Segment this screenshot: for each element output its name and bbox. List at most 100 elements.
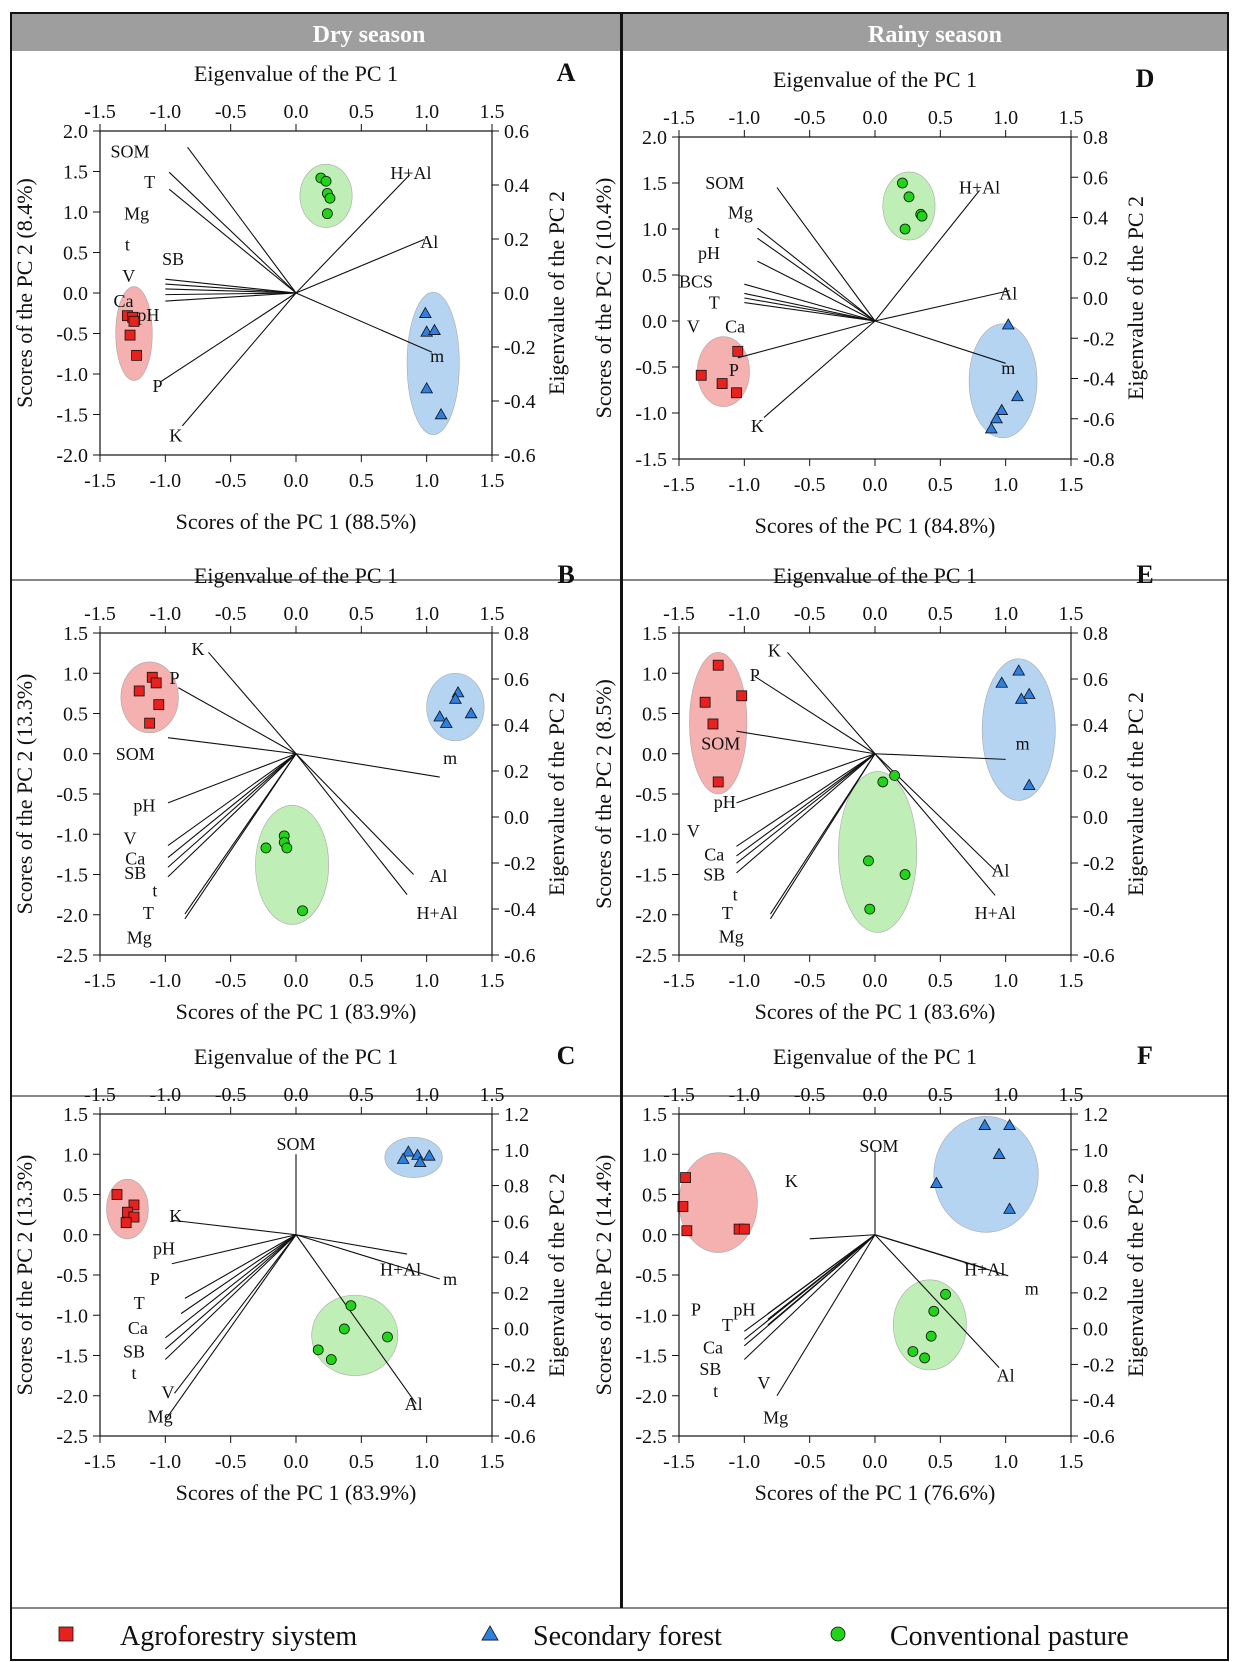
loading-vector (164, 1234, 297, 1421)
top-axis-label: Eigenvalue of the PC 1 (773, 563, 977, 588)
loading-vector (165, 292, 297, 302)
y-tick-label: 2.0 (63, 121, 88, 143)
y-tick-label: -1.0 (56, 824, 88, 846)
data-point-square (111, 1189, 123, 1200)
y-tick-label: 1.0 (642, 219, 667, 241)
loading-label: Al (420, 232, 438, 252)
y-tick-label: 1.0 (63, 663, 88, 685)
x-top-tick-label: 0.5 (349, 101, 374, 123)
loading-vector (736, 753, 876, 847)
data-point-circle (907, 1346, 919, 1357)
loading-vector (167, 753, 297, 878)
x-top-tick-label: -0.5 (215, 603, 247, 625)
y2-tick-label: 0.0 (1083, 1319, 1108, 1341)
x-top-tick-label: -1.5 (84, 1084, 116, 1106)
loading-vector (174, 1234, 297, 1394)
y-tick-label: -2.5 (635, 1426, 667, 1448)
y2-tick-label: 0.0 (504, 1319, 529, 1341)
data-point-square (150, 677, 162, 689)
x-tick-label: 1.5 (480, 1451, 505, 1473)
y-tick-label: 0.0 (642, 311, 667, 333)
loading-label: H+Al (959, 178, 1000, 198)
loading-label: SB (699, 1359, 721, 1379)
legend-symbol (830, 1626, 846, 1642)
loading-vector (744, 1234, 876, 1332)
x-top-tick-label: 1.5 (480, 1084, 505, 1106)
x-tick-label: 0.5 (349, 1451, 374, 1473)
x-top-tick-label: -0.5 (215, 101, 247, 123)
loading-vector (874, 320, 1006, 364)
data-point-square (731, 387, 742, 399)
data-point-circle (325, 1354, 337, 1365)
group-ellipse (426, 672, 485, 742)
data-point-circle (897, 177, 908, 189)
loading-vector (167, 753, 297, 868)
top-axis-label: Eigenvalue of the PC 1 (194, 563, 398, 588)
loading-label: SB (703, 865, 725, 885)
loading-label: P (691, 1300, 701, 1320)
data-point-circle (260, 842, 272, 854)
y-tick-label: 1.5 (63, 162, 88, 184)
loading-label: H+Al (964, 1259, 1005, 1279)
y2-tick-label: 0.6 (504, 1211, 529, 1233)
loading-vector (744, 292, 876, 322)
x-top-tick-label: -1.0 (728, 1084, 760, 1106)
y-tick-label: 1.5 (642, 1104, 667, 1126)
loading-vector (736, 753, 876, 874)
y-tick-label: 1.0 (642, 1144, 667, 1166)
data-point-triangle (1010, 389, 1024, 402)
data-point-square (128, 1211, 140, 1223)
x-tick-label: 0.0 (284, 1451, 309, 1473)
loading-vector (787, 651, 876, 755)
loading-vector (295, 1234, 408, 1255)
data-point-triangle (464, 706, 478, 719)
loading-label: pH (714, 792, 736, 812)
data-point-square (707, 718, 719, 730)
loading-vector (295, 1234, 440, 1280)
loading-vector (164, 1234, 297, 1360)
x-tick-label: -1.0 (728, 970, 760, 992)
loading-label: V (687, 317, 700, 337)
data-point-square (128, 315, 140, 327)
y2-tick-label: 0.2 (1083, 761, 1108, 783)
loading-label: Mg (763, 1407, 788, 1427)
loading-vector (874, 1234, 1000, 1368)
data-point-circle (312, 1344, 324, 1356)
loading-label: K (169, 1206, 182, 1226)
data-point-circle (877, 776, 889, 788)
y2-tick-label: -0.2 (1083, 853, 1115, 875)
x-top-tick-label: 0.0 (284, 101, 309, 123)
x-tick-label: -0.5 (794, 970, 826, 992)
y-tick-label: -2.0 (635, 1386, 667, 1408)
loading-label: K (751, 416, 764, 436)
legend-item-agroforestry: Agroforestry siystem (58, 1621, 357, 1652)
data-point-circle (281, 842, 293, 854)
data-point-circle (903, 191, 915, 203)
loading-label: m (430, 346, 444, 366)
data-point-triangle (448, 692, 462, 704)
legend-item-secondary-forest: Secondary forest (481, 1621, 722, 1652)
loading-label: Al (405, 1394, 423, 1414)
x-tick-label: 0.0 (863, 970, 888, 992)
loading-vector (874, 753, 1006, 760)
loading-vector (165, 278, 297, 294)
data-point-square (131, 349, 142, 361)
x-top-tick-label: -0.5 (794, 603, 826, 625)
x-tick-label: 0.0 (284, 470, 309, 492)
rainy-season-label: Rainy season (868, 22, 1002, 48)
loading-label: P (750, 665, 760, 685)
loading-label: T (134, 1293, 145, 1313)
x-top-tick-label: 0.5 (928, 1084, 953, 1106)
data-point-square (681, 1225, 693, 1237)
group-ellipse (838, 771, 918, 933)
legend-item-conventional-pasture: Conventional pasture (830, 1621, 1129, 1652)
loading-vector (295, 753, 414, 875)
group-ellipse (933, 1116, 1039, 1233)
top-axis-label: Eigenvalue of the PC 1 (194, 1044, 398, 1069)
loading-label: P (150, 1269, 160, 1289)
y-tick-label: -1.0 (56, 364, 88, 386)
y-tick-label: 0.5 (63, 1185, 88, 1207)
loading-label: Mg (728, 202, 753, 222)
legend: Agroforestry siystem Secondary forest Co… (58, 1621, 1129, 1652)
x-top-tick-label: -1.0 (149, 1084, 181, 1106)
